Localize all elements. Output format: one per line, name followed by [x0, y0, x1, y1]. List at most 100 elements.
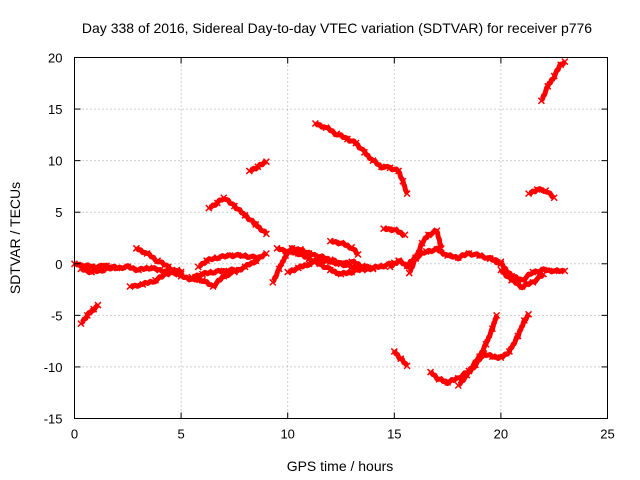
data-point — [348, 258, 356, 266]
data-series-s15 — [326, 237, 362, 259]
data-point — [529, 268, 537, 276]
data-point — [322, 124, 330, 132]
data-point — [369, 265, 377, 273]
chart-title: Day 338 of 2016, Sidereal Day-to-day VTE… — [82, 20, 592, 36]
data-series-s8 — [194, 251, 260, 271]
x-axis-label: GPS time / hours — [287, 458, 394, 474]
data-point — [220, 194, 228, 202]
data-point — [273, 244, 281, 252]
x-tick-label: 10 — [280, 427, 294, 442]
data-point — [390, 226, 398, 234]
plot-frame — [74, 57, 608, 419]
data-point — [241, 263, 249, 271]
data-point — [405, 269, 413, 277]
series-trail — [540, 60, 567, 102]
data-point — [83, 311, 91, 319]
data-point — [275, 265, 283, 273]
y-axis-label: SDTVAR / TECUs — [7, 182, 23, 294]
data-point — [444, 252, 452, 260]
data-series-s3 — [77, 301, 102, 328]
data-point — [542, 187, 550, 195]
series-trail — [313, 120, 410, 195]
data-point — [533, 185, 541, 194]
data-point — [444, 378, 452, 386]
data-point — [488, 353, 496, 361]
data-point — [424, 231, 432, 239]
grid — [74, 57, 608, 419]
data-point — [418, 239, 426, 247]
data-point — [348, 268, 356, 276]
data-point — [252, 254, 260, 262]
data-point — [497, 266, 505, 274]
data-series-s19 — [390, 347, 411, 370]
data-layer — [70, 58, 569, 390]
data-point — [252, 221, 260, 229]
data-series-s2 — [77, 264, 117, 276]
data-point — [561, 267, 569, 275]
data-point — [401, 231, 409, 239]
data-point — [482, 340, 490, 348]
data-point — [226, 252, 234, 260]
data-point — [360, 148, 368, 156]
y-tick-label: 20 — [48, 51, 62, 66]
data-point — [220, 267, 228, 275]
data-point — [262, 230, 270, 238]
data-point — [188, 273, 196, 281]
data-point — [497, 260, 505, 268]
data-point — [422, 247, 430, 255]
data-point — [284, 268, 292, 276]
data-point — [88, 268, 96, 276]
y-tick-label: -10 — [44, 360, 63, 375]
data-point — [198, 270, 206, 278]
data-point — [139, 280, 147, 288]
data-point — [525, 190, 533, 198]
data-point — [126, 282, 134, 291]
series-trail — [428, 314, 500, 387]
data-point — [550, 267, 558, 275]
x-tick-label: 25 — [600, 427, 614, 442]
data-series-s23 — [497, 266, 548, 291]
data-series-s20 — [427, 311, 501, 387]
data-point — [348, 243, 356, 251]
data-point — [209, 268, 217, 276]
data-point — [245, 167, 253, 175]
data-point — [550, 72, 558, 80]
data-series-s7 — [188, 266, 238, 281]
series-trail — [328, 237, 360, 257]
data-series-s18 — [405, 227, 445, 277]
data-point — [269, 278, 277, 286]
data-point — [399, 177, 407, 185]
y-tick-label: 15 — [48, 102, 62, 117]
data-point — [262, 249, 270, 258]
series-trail — [128, 267, 183, 290]
data-point — [164, 263, 172, 271]
data-point — [213, 254, 221, 262]
data-series-s13 — [284, 257, 377, 276]
data-point — [486, 255, 494, 263]
data-point — [311, 119, 319, 128]
series-trail — [527, 186, 556, 200]
data-point — [386, 164, 394, 172]
data-series-s22 — [486, 255, 569, 284]
data-point — [557, 61, 565, 69]
data-series-s10 — [245, 158, 270, 175]
data-point — [262, 158, 270, 166]
data-point — [213, 199, 221, 207]
data-point — [284, 247, 292, 255]
data-point — [454, 381, 462, 390]
data-point — [427, 368, 435, 376]
data-point — [437, 244, 445, 252]
data-point — [326, 266, 334, 274]
axis-ticks: 0 5 10 15 20 25 20 15 10 5 0 -5 -10 -15 — [44, 51, 615, 442]
data-series-s24 — [525, 185, 558, 202]
data-point — [124, 263, 132, 271]
data-point — [352, 139, 360, 147]
data-point — [518, 282, 526, 291]
data-point — [337, 270, 345, 278]
data-series-s14 — [311, 119, 411, 198]
data-series-s16 — [380, 225, 409, 239]
y-tick-label: 10 — [48, 154, 62, 169]
data-point — [143, 249, 151, 258]
data-point — [454, 254, 462, 262]
